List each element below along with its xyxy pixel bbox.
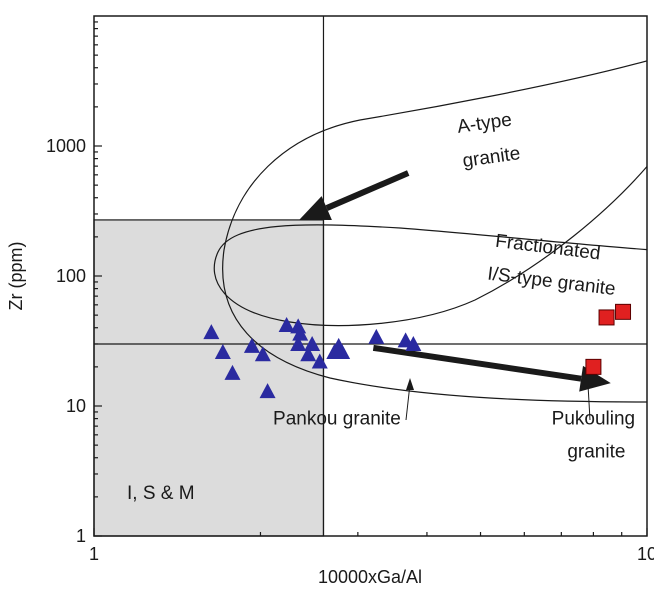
x-tick-label: 1 [89,544,99,564]
a-type-field-boundary [222,60,647,403]
data-point-pankou [243,337,260,353]
annotation-text: Fractionated [494,231,601,265]
data-point-pankou [278,316,295,332]
y-tick-label: 100 [56,266,86,286]
pankou-leader-head [406,378,414,390]
data-point-pukouling [585,358,602,375]
data-point-pankou [311,353,328,369]
data-point-pukouling [598,309,615,326]
data-point-pankou [290,335,307,351]
data-point-pankou [368,328,385,344]
shaded-region-label: I, S & M [127,483,195,504]
data-point-pankou [214,344,231,360]
data-point-pankou [224,364,241,380]
y-tick-label: 1 [76,526,86,546]
data-point-pukouling [615,303,632,320]
annotation-text: granite [461,143,521,172]
x-tick-label: 10 [637,544,654,564]
y-tick-label: 10 [66,396,86,416]
trend-arrow-shaft [372,344,582,382]
data-point-pankou [292,325,309,341]
y-axis-title: Zr (ppm) [6,242,26,311]
data-point-pankou [405,335,422,351]
data-point-pankou [326,344,343,360]
annotation-text: granite [567,442,625,463]
x-axis-title: 10000xGa/Al [318,567,422,587]
trend-arrow-shaft [325,170,410,211]
annotation-text: I/S-type granite [486,263,616,300]
data-point-pankou [203,324,220,340]
annotation-text: Pukouling [552,409,635,430]
shaded-region-ism [94,219,324,536]
y-tick-label: 1000 [46,136,86,156]
data-point-pankou [259,383,276,399]
trend-arrow-head [299,196,332,221]
annotation-text: Pankou granite [273,409,401,430]
data-point-pankou [300,346,317,362]
fractionated-is-field-boundary [213,165,647,327]
annotation-text: A-type [456,109,513,137]
data-point-pankou [254,346,271,362]
pukouling-leader-line [586,366,591,421]
